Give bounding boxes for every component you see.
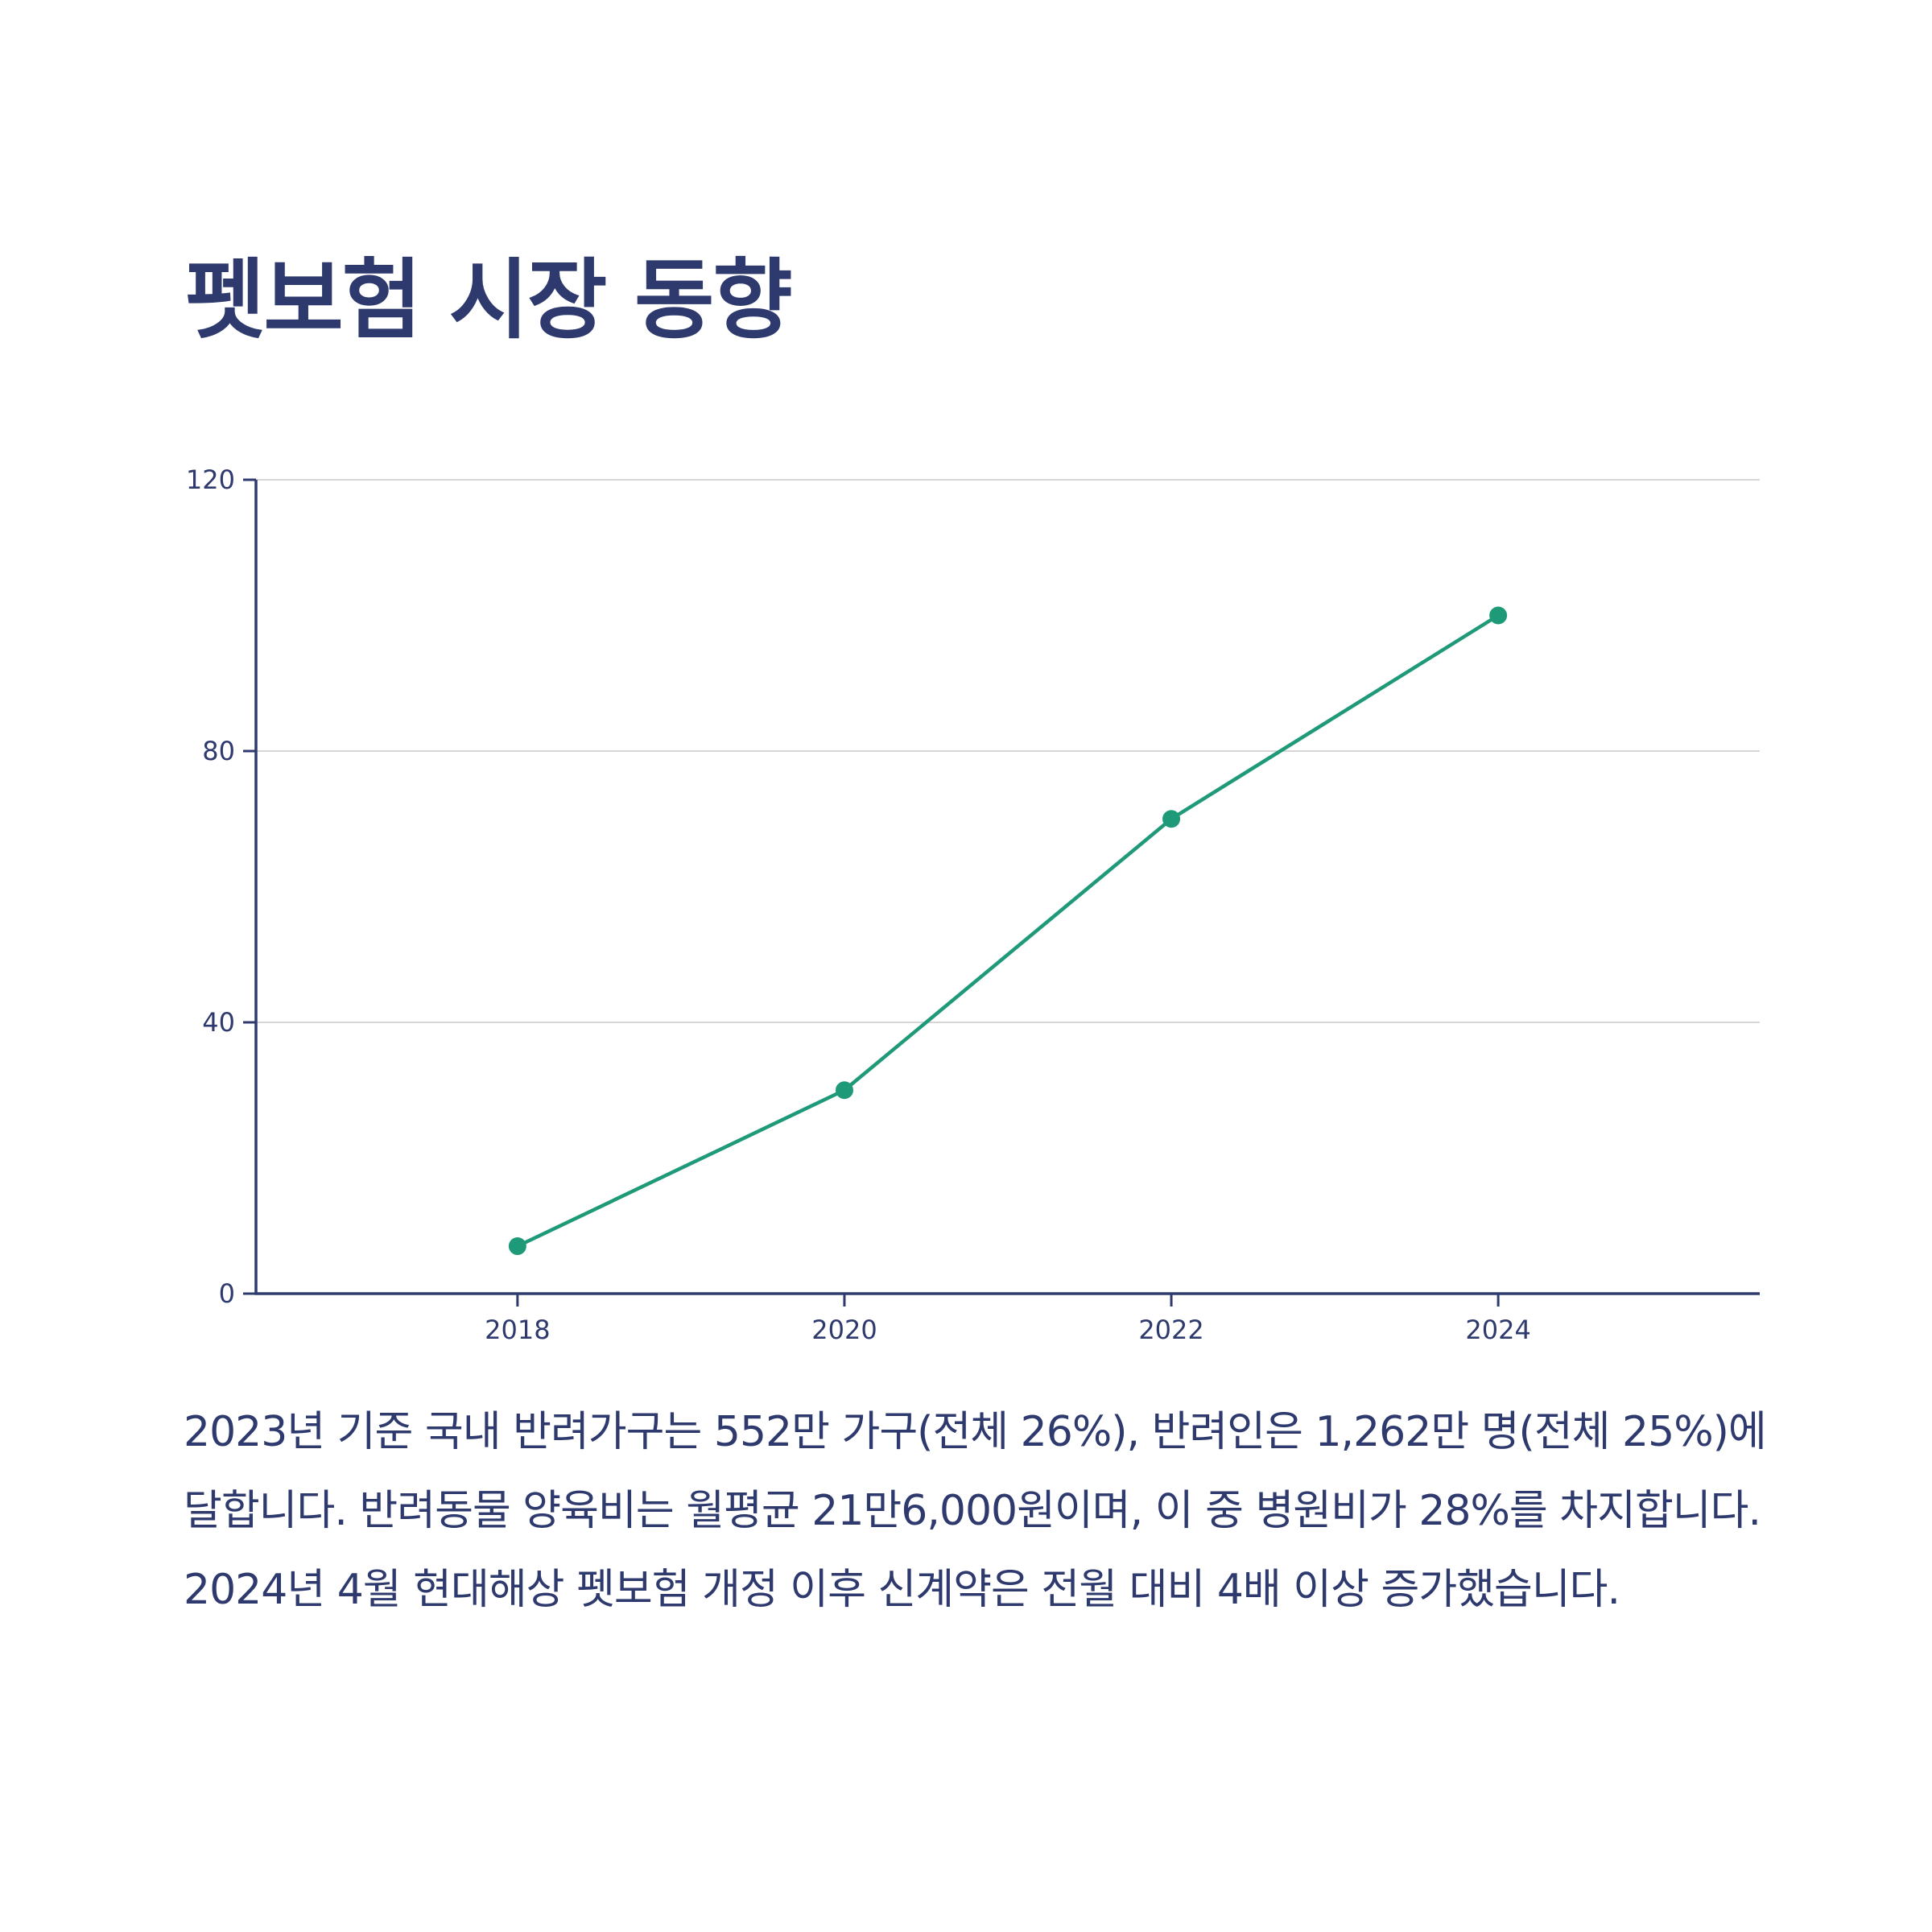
y-tick-label: 120 [186, 464, 235, 495]
x-tick-label: 2024 [1465, 1315, 1530, 1345]
y-tick-label: 0 [219, 1278, 235, 1309]
x-tick-label: 2018 [485, 1315, 550, 1345]
data-point [508, 1237, 526, 1256]
x-tick-label: 2020 [811, 1315, 877, 1345]
page-title: 펫보험 시장 동향 [185, 250, 793, 351]
x-tick-label: 2022 [1138, 1315, 1203, 1345]
y-tick-label: 80 [202, 736, 235, 766]
axes [243, 478, 1760, 1307]
data-point [835, 1081, 853, 1100]
series [508, 606, 1508, 1256]
description-text: 2023년 기준 국내 반려가구는 552만 가구(전체 26%), 반려인은 … [184, 1408, 1767, 1614]
data-point [1162, 810, 1181, 828]
data-point [1489, 606, 1508, 625]
grid-lines [256, 479, 1760, 1023]
series-line [515, 613, 1501, 1249]
tick-labels: 0 40 80 120 2018 2020 2022 2024 [186, 464, 1531, 1345]
y-tick-label: 40 [202, 1007, 235, 1038]
